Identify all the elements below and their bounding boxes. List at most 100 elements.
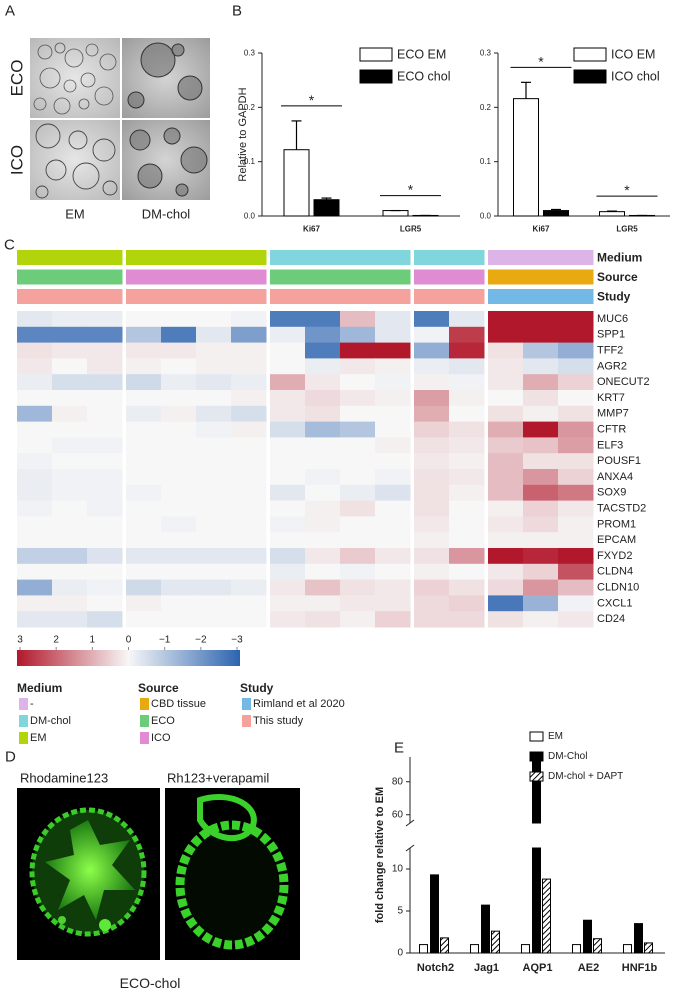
heatmap-cell [488, 358, 524, 375]
heatmap-cell [305, 579, 341, 596]
legend-label: DM-chol [30, 715, 71, 727]
legend-swatch [140, 715, 149, 727]
heatmap-cell [449, 532, 485, 549]
heatmap-cell [17, 311, 53, 328]
heatmap-cell [196, 469, 232, 486]
panel-label: E [394, 740, 404, 757]
heatmap-cell [87, 374, 123, 391]
heatmap-cell [340, 595, 376, 612]
heatmap-cell [375, 453, 411, 470]
heatmap-cell [414, 374, 450, 391]
heatmap-cell [375, 500, 411, 517]
legend-label: DM-chol + DAPT [548, 771, 623, 782]
heatmap-cell [52, 500, 88, 517]
heatmap-cell [126, 326, 162, 344]
heatmap-cell [161, 484, 197, 502]
heatmap-cell [126, 469, 162, 486]
annotation-cell [305, 289, 341, 304]
panel-label: A [5, 3, 15, 20]
x-tick-label: Jag1 [474, 962, 499, 974]
heatmap-cell [161, 342, 197, 359]
heatmap-cell [161, 532, 197, 549]
heatmap-cell [196, 390, 232, 407]
heatmap-cell [17, 342, 53, 359]
heatmap-cell [52, 437, 88, 454]
heatmap-cell [196, 516, 232, 533]
heatmap-cell [52, 611, 88, 628]
heatmap-cell [17, 374, 53, 391]
significance-label: * [624, 182, 630, 198]
heatmap-cell [488, 421, 524, 438]
heatmap-cell [488, 405, 524, 423]
legend-swatch [140, 732, 149, 744]
heatmap-cell [231, 326, 267, 344]
heatmap-cell [87, 390, 123, 407]
heatmap-cell [52, 469, 88, 486]
heatmap-cell [414, 390, 450, 407]
heatmap-cell [449, 437, 485, 454]
y-tick-label: 0.1 [244, 157, 256, 166]
heatmap-cell [161, 405, 197, 423]
legend-swatch [529, 731, 544, 742]
heatmap-cell [196, 484, 232, 502]
heatmap-cell [17, 532, 53, 549]
heatmap-cell [414, 484, 450, 502]
row-label: TACSTD2 [597, 503, 646, 515]
heatmap-cell [17, 390, 53, 407]
heatmap-cell [340, 516, 376, 533]
heatmap-cell [375, 421, 411, 438]
heatmap-cell [414, 405, 450, 423]
heatmap-cell [87, 548, 123, 565]
heatmap-cell [17, 358, 53, 375]
bar [430, 874, 439, 954]
heatmap-cell [161, 469, 197, 486]
legend-label: ICO EM [611, 48, 655, 62]
heatmap-cell [305, 326, 341, 344]
heatmap-cell [449, 611, 485, 628]
row-label: ELF3 [597, 439, 623, 451]
annotation-cell [161, 289, 197, 304]
heatmap-cell [523, 548, 559, 565]
row-label: FXYD2 [597, 550, 632, 562]
heatmap-cell [375, 595, 411, 612]
heatmap-cell [231, 342, 267, 359]
heatmap-cell [270, 390, 306, 407]
heatmap-cell [87, 500, 123, 517]
heatmap-cell [17, 548, 53, 565]
heatmap-cell [414, 563, 450, 581]
heatmap-cell [305, 500, 341, 517]
heatmap-cell [270, 405, 306, 423]
micrograph [30, 38, 120, 118]
heatmap-cell [126, 579, 162, 596]
heatmap-cell [340, 469, 376, 486]
micrograph-grid [30, 38, 210, 200]
heatmap-cell [52, 484, 88, 502]
row-label: CLDN10 [597, 582, 639, 594]
heatmap-cell [488, 453, 524, 470]
heatmap-cell [87, 421, 123, 438]
significance-label: * [538, 53, 544, 69]
heatmap-cell [305, 358, 341, 375]
heatmap-cell [231, 421, 267, 438]
heatmap-cell [375, 484, 411, 502]
heatmap-cell [270, 563, 306, 581]
legend-label: - [30, 698, 34, 710]
heatmap-cell [488, 311, 524, 328]
heatmap-cell [305, 469, 341, 486]
annotation-cell [558, 289, 594, 304]
heatmap-cell [52, 532, 88, 549]
y-axis-label: Relative to GAPDH [237, 87, 249, 181]
bar [593, 938, 602, 954]
annotation-cell [270, 289, 306, 304]
annotation-cell [87, 289, 123, 304]
heatmap-cell [52, 563, 88, 581]
x-tick-label: AE2 [578, 962, 599, 974]
heatmap-cell [523, 358, 559, 375]
legend-swatch [529, 771, 544, 782]
heatmap-cell [488, 579, 524, 596]
heatmap-cell [523, 516, 559, 533]
y-tick-label: 0.3 [244, 49, 256, 58]
significance-label: * [408, 182, 414, 198]
colorbar-tick-label: 1 [90, 635, 96, 646]
